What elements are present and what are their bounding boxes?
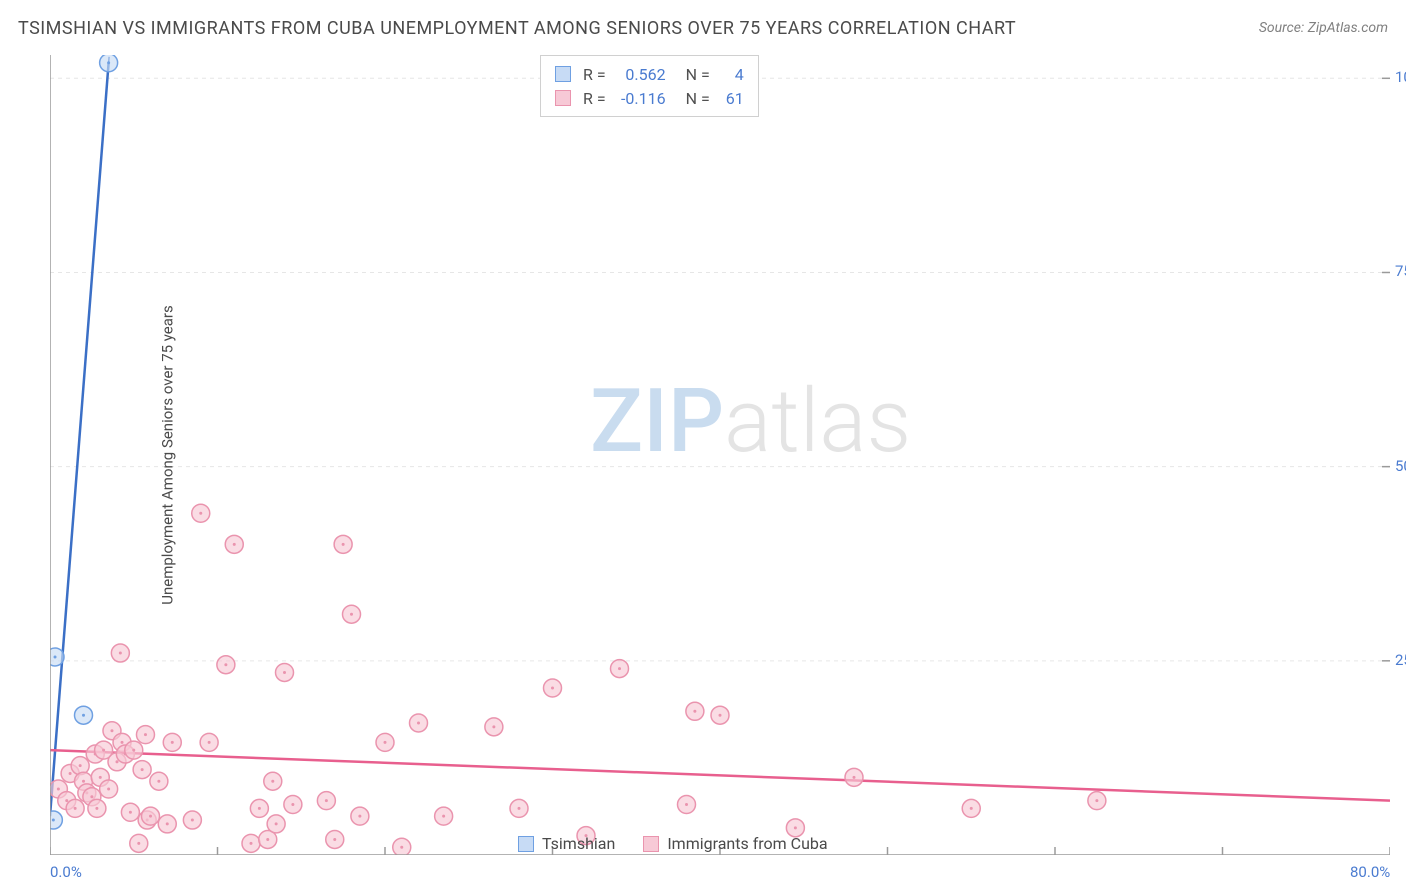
y-tick-label: 100.0% — [1395, 68, 1406, 86]
scatter-chart — [50, 55, 1390, 855]
y-tick-label: 25.0% — [1395, 651, 1406, 669]
x-tick-label: 80.0% — [1350, 863, 1390, 881]
legend-swatch — [555, 90, 571, 106]
legend-label: Immigrants from Cuba — [667, 834, 827, 853]
n-value: 61 — [718, 89, 744, 108]
legend-item: Tsimshian — [518, 834, 615, 853]
legend-swatch — [518, 836, 534, 852]
r-value: -0.116 — [614, 89, 666, 108]
y-axis-label: Unemployment Among Seniors over 75 years — [159, 305, 177, 604]
n-label: N = — [686, 89, 710, 108]
n-label: N = — [686, 65, 710, 84]
y-tick-label: 75.0% — [1395, 262, 1406, 280]
legend-row: R = -0.116 N = 61 — [555, 86, 744, 110]
legend-label: Tsimshian — [542, 834, 615, 853]
r-value: 0.562 — [614, 65, 666, 84]
r-label: R = — [583, 65, 606, 84]
n-value: 4 — [718, 65, 744, 84]
correlation-legend: R = 0.562 N = 4 R = -0.116 N = 61 — [540, 55, 759, 117]
chart-title: TSIMSHIAN VS IMMIGRANTS FROM CUBA UNEMPL… — [18, 18, 1016, 39]
x-tick-label: 0.0% — [50, 863, 82, 881]
legend-item: Immigrants from Cuba — [643, 834, 827, 853]
source-label: Source: ZipAtlas.com — [1259, 20, 1388, 36]
series-legend: Tsimshian Immigrants from Cuba — [518, 834, 828, 853]
legend-swatch — [555, 66, 571, 82]
plot-area: Unemployment Among Seniors over 75 years… — [50, 55, 1390, 855]
legend-swatch — [643, 836, 659, 852]
r-label: R = — [583, 89, 606, 108]
legend-row: R = 0.562 N = 4 — [555, 62, 744, 86]
y-tick-label: 50.0% — [1395, 457, 1406, 475]
